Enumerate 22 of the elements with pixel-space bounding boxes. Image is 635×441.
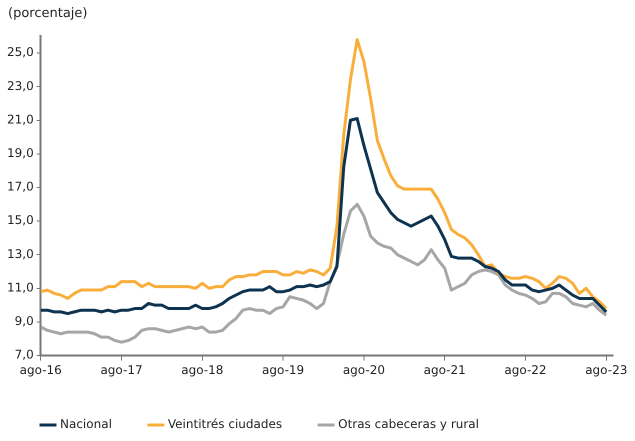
y-tick-label: 23,0	[7, 78, 34, 93]
y-tick-label: 15,0	[7, 213, 34, 228]
y-tick-label: 17,0	[7, 180, 34, 194]
x-tick-label: ago-16	[20, 362, 62, 377]
y-tick-label: 9,0	[14, 314, 34, 328]
y-tick-label: 25,0	[7, 45, 34, 60]
y-tick-label: 19,0	[7, 146, 34, 160]
y-axis-title: (porcentaje)	[8, 6, 88, 21]
x-tick-label: ago-19	[262, 362, 304, 377]
legend-label: Otras cabeceras y rural	[338, 417, 479, 432]
x-tick-label: ago-22	[504, 362, 547, 377]
x-tick-label: ago-20	[342, 362, 385, 377]
legend-label: Veintitrés ciudades	[168, 417, 282, 432]
y-tick-label: 7,0	[14, 348, 34, 362]
x-tick-label: ago-21	[424, 362, 466, 377]
y-tick-label: 21,0	[7, 112, 34, 126]
x-tick-label: ago-23	[585, 362, 628, 377]
x-tick-label: ago-18	[181, 362, 224, 377]
y-tick-label: 13,0	[7, 246, 34, 261]
y-tick-label: 11,0	[7, 280, 34, 294]
x-tick-label: ago-17	[100, 362, 143, 377]
legend-label: Nacional	[60, 417, 112, 432]
